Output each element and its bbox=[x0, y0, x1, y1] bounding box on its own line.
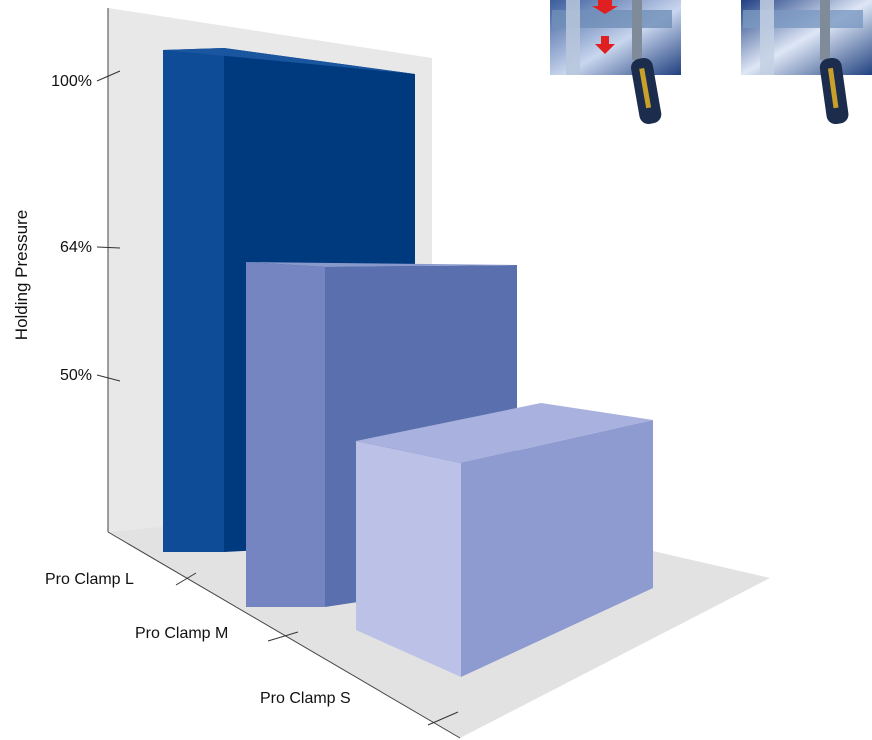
bars-layer bbox=[163, 48, 653, 677]
bar-top-face bbox=[163, 48, 415, 74]
x-tick-3 bbox=[427, 711, 459, 726]
clamp-photo-left bbox=[550, 0, 681, 124]
y-tick-50 bbox=[96, 374, 121, 382]
bar-pro-clamp-s bbox=[356, 403, 653, 677]
clamp-photo-right bbox=[741, 0, 872, 125]
x-tick-2 bbox=[267, 631, 299, 642]
bar-top-face bbox=[356, 403, 653, 463]
x-axis-line bbox=[107, 531, 461, 739]
category-label-pro-clamp-s: Pro Clamp S bbox=[260, 690, 351, 707]
y-tick-label-100: 100% bbox=[51, 73, 92, 90]
y-tick-group: 100% 64% 50% bbox=[51, 70, 121, 384]
x-tick-1 bbox=[175, 572, 197, 586]
category-label-pro-clamp-l: Pro Clamp L bbox=[45, 571, 134, 588]
y-tick-label-64: 64% bbox=[60, 239, 92, 256]
y-tick-100 bbox=[96, 70, 121, 82]
x-tick-group bbox=[175, 572, 459, 726]
arrow-up-icon bbox=[592, 0, 618, 14]
arrow-down-icon bbox=[595, 36, 615, 54]
bar-front-face bbox=[461, 420, 653, 677]
bar-top-face bbox=[246, 262, 517, 267]
y-tick-label-50: 50% bbox=[60, 367, 92, 384]
bar-side-face bbox=[163, 48, 224, 552]
y-tick-64 bbox=[96, 246, 121, 249]
bar-side-face bbox=[356, 441, 461, 677]
y-axis-title: Holding Pressure bbox=[12, 210, 31, 340]
category-label-pro-clamp-m: Pro Clamp M bbox=[135, 625, 228, 642]
bar-side-face bbox=[246, 262, 325, 607]
